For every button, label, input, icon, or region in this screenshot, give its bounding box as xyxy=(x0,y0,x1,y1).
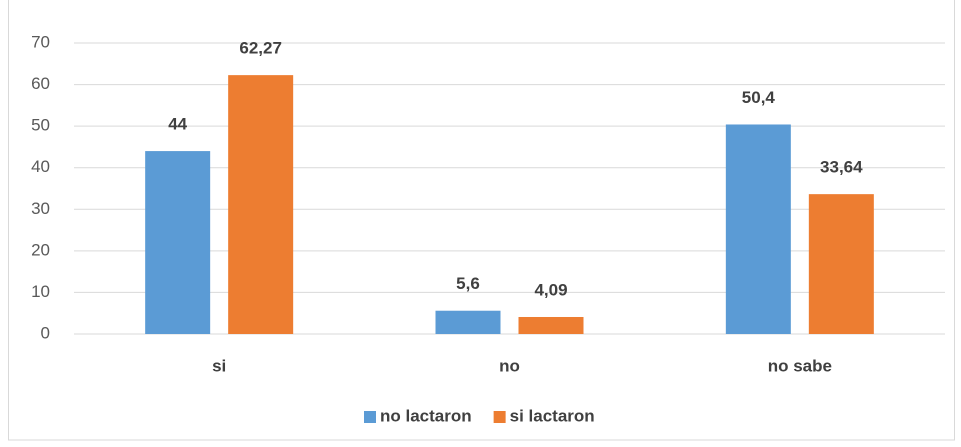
y-tick-label: 20 xyxy=(31,240,50,259)
bar xyxy=(518,316,584,334)
data-label: 50,4 xyxy=(742,88,776,107)
legend-swatch xyxy=(493,411,506,423)
y-tick-label: 30 xyxy=(31,199,50,218)
y-tick-label: 10 xyxy=(31,282,50,301)
data-label: 62,27 xyxy=(239,39,282,58)
data-label: 44 xyxy=(168,115,187,134)
x-tick-label: no xyxy=(499,356,520,375)
legend-label: no lactaron xyxy=(380,406,472,425)
data-label: 33,64 xyxy=(820,158,863,177)
y-tick-label: 60 xyxy=(31,74,50,93)
bar xyxy=(725,124,791,334)
x-tick-label: no sabe xyxy=(768,356,832,375)
bar xyxy=(435,310,501,334)
data-label: 5,6 xyxy=(456,274,480,293)
y-tick-label: 50 xyxy=(31,116,50,135)
data-label: 4,09 xyxy=(534,280,567,299)
y-tick-label: 40 xyxy=(31,157,50,176)
legend-swatch xyxy=(364,411,376,423)
bar xyxy=(228,75,294,335)
bar xyxy=(145,151,211,334)
bar xyxy=(808,194,874,334)
legend-label: si lactaron xyxy=(510,406,595,425)
x-tick-label: si xyxy=(212,356,226,375)
y-tick-label: 0 xyxy=(41,323,50,342)
y-tick-label: 70 xyxy=(31,32,50,51)
